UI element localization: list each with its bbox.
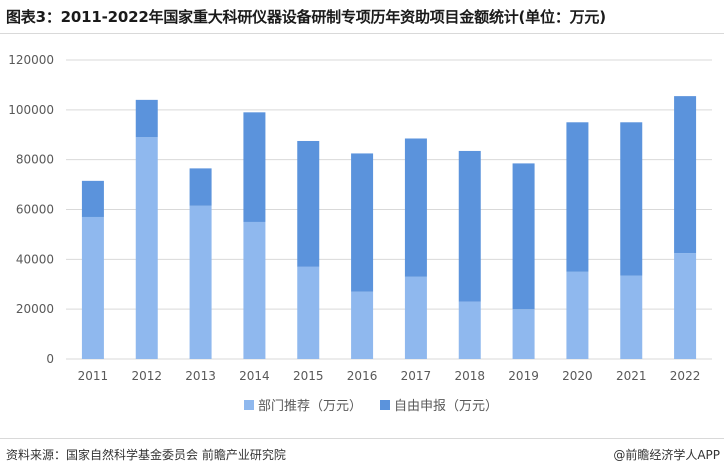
y-tick-label: 100000 bbox=[8, 103, 54, 117]
bar-segment-free-application bbox=[404, 138, 427, 277]
legend-label: 自由申报（万元） bbox=[394, 399, 498, 414]
x-tick-label: 2012 bbox=[131, 369, 162, 383]
bar-segment-recommended bbox=[458, 301, 481, 359]
y-tick-label: 20000 bbox=[16, 302, 54, 316]
x-tick-label: 2014 bbox=[239, 369, 270, 383]
bar-segment-free-application bbox=[81, 180, 104, 217]
x-tick-label: 2017 bbox=[401, 369, 432, 383]
bar-segment-free-application bbox=[135, 99, 158, 138]
x-tick-label: 2018 bbox=[454, 369, 485, 383]
footer-divider bbox=[0, 438, 724, 439]
bar-segment-recommended bbox=[566, 271, 589, 359]
y-tick-label: 120000 bbox=[8, 53, 54, 67]
bar-segment-free-application bbox=[351, 153, 374, 292]
x-tick-label: 2022 bbox=[670, 369, 701, 383]
bar-segment-free-application bbox=[189, 168, 212, 206]
bar-segment-free-application bbox=[620, 122, 643, 276]
x-tick-label: 2015 bbox=[293, 369, 324, 383]
bar-segment-recommended bbox=[243, 221, 266, 359]
title-divider bbox=[0, 33, 724, 34]
bar-segment-free-application bbox=[243, 112, 266, 222]
bar-segment-recommended bbox=[404, 276, 427, 359]
legend-swatch bbox=[380, 400, 390, 410]
bar-segment-free-application bbox=[674, 96, 697, 254]
bar-segment-free-application bbox=[512, 163, 535, 310]
bar-segment-free-application bbox=[297, 140, 320, 267]
bar-segment-recommended bbox=[512, 309, 535, 359]
x-tick-label: 2013 bbox=[185, 369, 216, 383]
y-tick-label: 40000 bbox=[16, 252, 54, 266]
y-tick-label: 0 bbox=[46, 352, 54, 366]
legend-label: 部门推荐（万元） bbox=[258, 399, 362, 414]
x-tick-label: 2021 bbox=[616, 369, 647, 383]
bar-segment-recommended bbox=[620, 275, 643, 359]
bar-segment-recommended bbox=[81, 216, 104, 359]
stacked-bar-chart: 0 20000 40000 60000 80000 100000 120000 2011 201… bbox=[8, 53, 712, 414]
x-tick-label: 2020 bbox=[562, 369, 593, 383]
bar-segment-recommended bbox=[189, 205, 212, 359]
x-tick-label: 2011 bbox=[78, 369, 109, 383]
legend-swatch bbox=[244, 400, 254, 410]
x-tick-label: 2016 bbox=[347, 369, 378, 383]
brand-credit: @前瞻经济学人APP bbox=[613, 448, 720, 462]
y-tick-label: 60000 bbox=[16, 203, 54, 217]
bar-segment-recommended bbox=[135, 137, 158, 359]
bar-segment-recommended bbox=[297, 266, 320, 359]
y-tick-label: 80000 bbox=[16, 153, 54, 167]
chart-title: 图表3：2011-2022年国家重大科研仪器设备研制专项历年资助项目金额统计(单… bbox=[6, 8, 606, 26]
bar-segment-recommended bbox=[674, 253, 697, 359]
bar-segment-free-application bbox=[566, 122, 589, 272]
x-tick-label: 2019 bbox=[508, 369, 539, 383]
source-note: 资料来源：国家自然科学基金委员会 前瞻产业研究院 bbox=[6, 448, 286, 462]
bar-segment-recommended bbox=[351, 291, 374, 359]
bar-segment-free-application bbox=[458, 150, 481, 302]
